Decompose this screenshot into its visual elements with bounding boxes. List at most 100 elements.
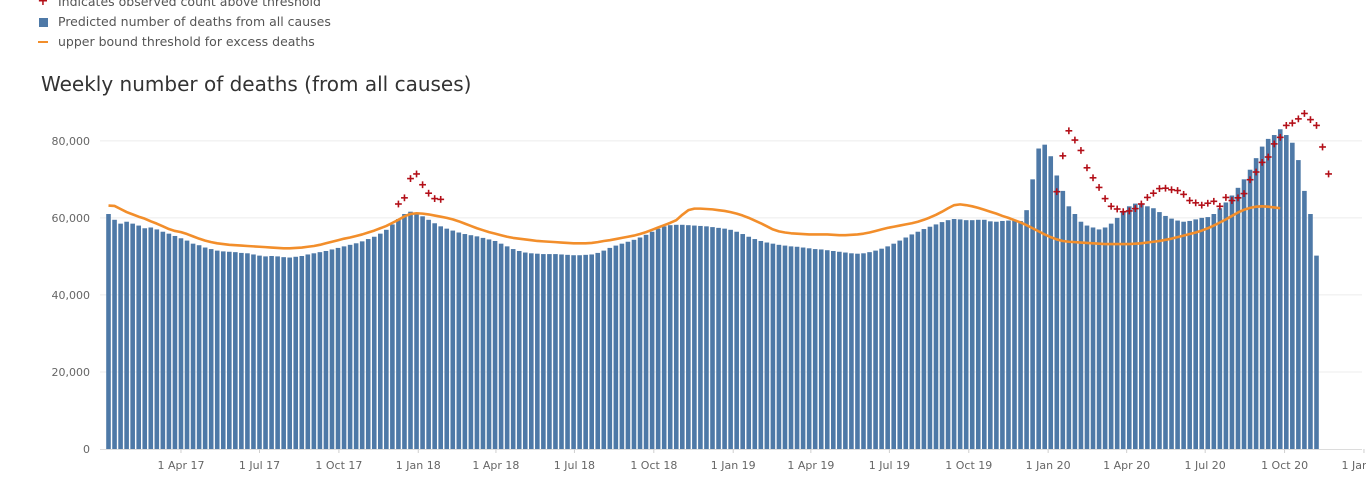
bar [1290,142,1295,450]
bar [263,256,268,449]
above-threshold-marker [1313,122,1320,129]
bar [1000,220,1005,449]
bar [1308,214,1313,449]
bar [1271,135,1277,450]
legend-item-predicted-deaths[interactable]: Predicted number of deaths from all caus… [36,12,331,32]
x-tick-label: 1 Oct 17 [315,459,362,472]
bar [951,219,957,449]
bar [824,250,830,449]
bar [988,221,993,449]
bar [1133,203,1138,449]
bar [220,251,226,449]
bar [516,250,522,449]
bar [673,224,679,449]
legend-item-threshold[interactable]: upper bound threshold for excess deaths [36,32,331,52]
legend-label-threshold: upper bound threshold for excess deaths [58,34,315,49]
above-threshold-marker [1234,194,1242,202]
above-threshold-marker [1143,194,1151,201]
bar [1284,135,1289,450]
above-threshold-marker [1168,186,1175,194]
bar [384,229,389,449]
bar [849,253,854,449]
bar [565,254,570,449]
above-threshold-marker [1325,170,1332,178]
bar [1157,212,1162,449]
above-threshold-marker [1113,205,1121,213]
above-threshold-marker [1307,116,1314,124]
bar [909,234,915,449]
bar [559,254,564,449]
bar [402,214,407,449]
bar [1096,229,1102,449]
bar [649,231,655,449]
x-tick-label: 1 Jan 19 [711,459,756,472]
bar [722,228,727,449]
bar [1024,210,1029,449]
bar [462,234,468,449]
bar [873,250,878,449]
bar [764,242,770,449]
bar [1042,144,1047,450]
bar [202,247,208,449]
bar [1277,129,1283,449]
bar [837,251,842,449]
above-threshold-marker [1204,199,1212,207]
y-tick-label: 60,000 [52,212,91,225]
bar [359,241,365,449]
bar [1048,156,1054,450]
bar [661,226,667,449]
y-tick-label: 20,000 [52,366,91,379]
legend-item-above-threshold[interactable]: + Indicates observed count above thresho… [36,0,331,12]
bar [625,241,631,449]
y-tick-label: 80,000 [52,135,91,148]
bar [341,246,347,449]
bar [208,249,214,449]
above-threshold-marker [401,194,408,202]
bar [776,244,782,449]
bar [547,254,552,449]
plus-marker-icon: + [37,0,49,9]
bar [251,254,256,449]
bar [1223,202,1229,449]
bar [414,213,419,449]
chart-title: Weekly number of deaths (from all causes… [41,72,472,96]
bar [788,246,794,449]
bar [933,224,939,449]
bar [1012,220,1017,449]
bar [432,223,437,449]
y-tick-label: 40,000 [52,289,91,302]
bar [728,229,733,449]
above-threshold-marker [419,181,426,189]
bar [710,227,715,449]
bar [317,252,323,449]
bar [408,211,413,449]
above-threshold-marker [1319,143,1326,151]
bar [154,229,160,449]
above-threshold-marker [413,170,420,178]
bar [1054,175,1060,450]
bar [486,239,492,449]
x-tick-label: 1 Apr 19 [787,459,834,472]
x-tick-label: 1 Oct 18 [630,459,677,472]
x-tick-label: 1 Apr 18 [472,459,519,472]
bar [1145,206,1150,449]
bar [553,254,558,449]
above-threshold-marker [1077,147,1085,154]
bar [329,249,335,449]
bar [589,254,594,449]
above-threshold-marker [1137,200,1145,208]
bar [510,249,516,449]
above-threshold-marker [1180,190,1188,198]
above-threshold-marker [1125,207,1133,215]
bar [1090,227,1096,449]
bar [1181,221,1186,449]
bar [1265,138,1271,449]
bar [1108,223,1114,449]
bar [1126,206,1132,449]
bar [112,219,117,449]
bar [1169,218,1174,449]
bar [957,219,963,449]
bar [975,219,981,449]
above-threshold-marker [1083,164,1091,172]
bar [1314,255,1319,449]
